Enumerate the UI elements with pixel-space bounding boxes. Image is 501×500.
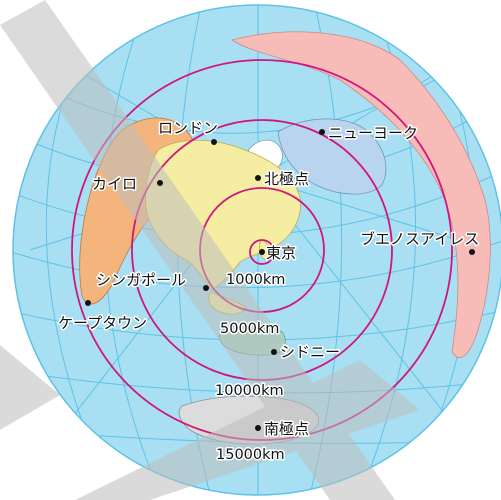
label-north-pole: 北極点 — [264, 170, 309, 188]
marker-tokyo — [259, 249, 265, 255]
label-new-york: ニューヨーク — [328, 124, 418, 142]
label-cape-town: ケープタウン — [58, 314, 147, 332]
marker-cape-town — [85, 300, 91, 306]
distance-label-1000km: 1000km — [226, 272, 285, 288]
land-south-america — [231, 31, 491, 358]
marker-sydney — [271, 349, 277, 355]
marker-new-york — [319, 129, 325, 135]
marker-buenos-aires — [469, 249, 475, 255]
marker-singapore — [203, 285, 209, 291]
label-tokyo: 東京 — [266, 244, 296, 262]
label-south-pole: 南極点 — [264, 420, 309, 438]
label-london: ロンドン — [158, 119, 218, 137]
label-singapore: シンガポール — [96, 271, 186, 289]
marker-south-pole — [255, 425, 261, 431]
distance-label-5000km: 5000km — [220, 321, 279, 337]
distance-label-15000km: 15000km — [216, 447, 285, 463]
map-border — [12, 4, 501, 496]
marker-cairo — [157, 180, 163, 186]
label-buenos-aires: ブエノスアイレス — [360, 230, 479, 248]
marker-london — [211, 139, 217, 145]
ring-1000km — [249, 239, 275, 265]
label-sydney: シドニー — [280, 343, 340, 361]
watermark — [0, 0, 420, 500]
city-markers — [85, 129, 475, 431]
marker-north-pole — [255, 175, 261, 181]
label-cairo: カイロ — [92, 175, 137, 193]
land-north-america — [277, 118, 387, 195]
distance-label-10000km: 10000km — [215, 383, 284, 399]
